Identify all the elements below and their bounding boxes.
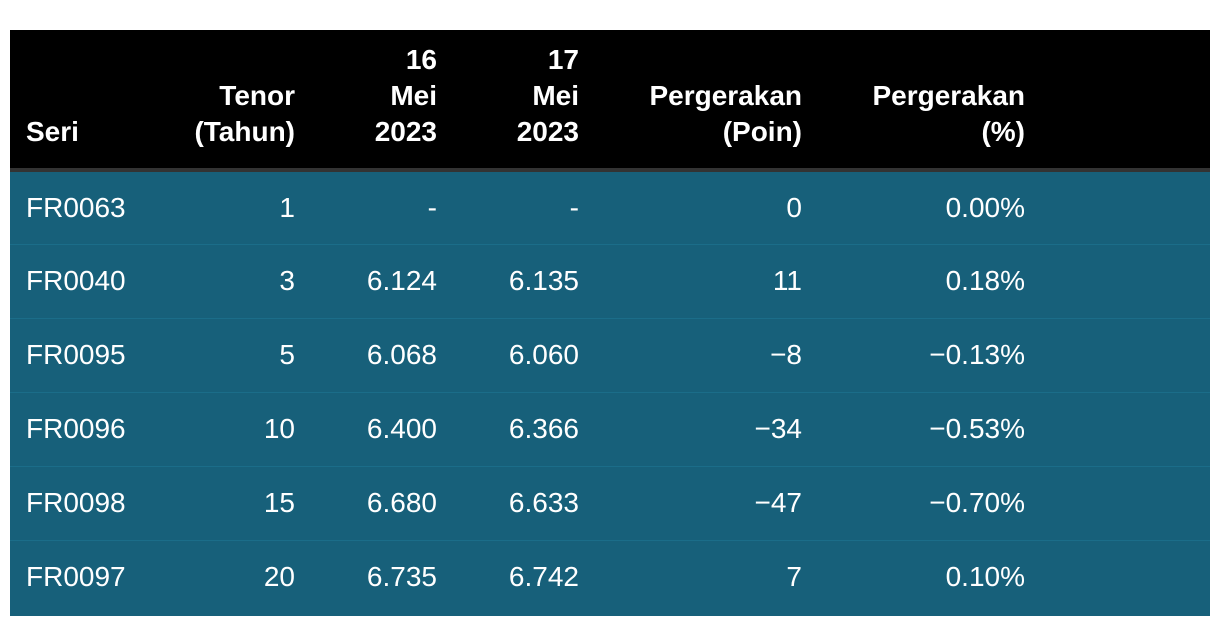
cell-pergerakan-poin: 11 [772,265,802,296]
cell-tenor: 10 [263,413,295,444]
cell-pergerakan-poin: −47 [754,487,803,518]
header-seri: Seri [26,116,79,147]
cell-pergerakan-persen: 0.18% [945,265,1025,296]
header-tenor: Tenor (Tahun) [194,80,295,147]
cell-17-mei: 6.633 [508,487,579,518]
cell-17-mei: 6.135 [508,265,579,296]
cell-pergerakan-persen: −0.70% [929,487,1025,518]
table-row: FR0096 10 6.400 6.366 −34 −0.53% [10,392,1210,466]
cell-tenor: 1 [279,191,295,223]
cell-tenor: 3 [279,265,295,296]
table-row: FR0097 20 6.735 6.742 7 0.10% [10,540,1210,614]
header-row: Seri Tenor (Tahun) 16 Mei 2023 17 Mei 20… [10,30,1210,170]
header-pergerakan-poin: Pergerakan (Poin) [649,80,802,147]
header-spacer [1025,30,1210,170]
cell-17-mei: 6.060 [508,339,579,370]
header-16-mei-2023: 16 Mei 2023 [374,44,437,147]
cell-16-mei: 6.068 [366,339,437,370]
cell-tenor: 20 [263,561,295,593]
cell-tenor: 5 [279,339,295,370]
cell-spacer [1025,540,1210,614]
cell-pergerakan-persen: 0.00% [945,191,1025,223]
cell-16-mei: 6.680 [366,487,437,518]
cell-pergerakan-persen: −0.53% [929,413,1025,444]
cell-seri: FR0063 [26,191,126,223]
cell-17-mei: - [569,191,579,223]
table-row: FR0098 15 6.680 6.633 −47 −0.70% [10,466,1210,540]
cell-16-mei: 6.124 [366,265,437,296]
cell-16-mei: 6.400 [366,413,437,444]
cell-seri: FR0096 [26,413,126,444]
cell-16-mei: - [427,191,437,223]
cell-seri: FR0095 [26,339,126,370]
cell-spacer [1025,318,1210,392]
cell-pergerakan-persen: 0.10% [945,561,1025,593]
cell-pergerakan-poin: 7 [786,561,802,593]
cell-pergerakan-poin: 0 [786,191,802,223]
cell-seri: FR0098 [26,487,126,518]
cell-spacer [1025,392,1210,466]
table-row: FR0040 3 6.124 6.135 11 0.18% [10,244,1210,318]
cell-spacer [1025,466,1210,540]
cell-spacer [1025,170,1210,244]
yield-table: Seri Tenor (Tahun) 16 Mei 2023 17 Mei 20… [10,30,1210,616]
cell-seri: FR0040 [26,265,126,296]
cell-pergerakan-persen: −0.13% [929,339,1025,370]
cell-seri: FR0097 [26,561,126,593]
table-header: Seri Tenor (Tahun) 16 Mei 2023 17 Mei 20… [10,30,1210,170]
cell-17-mei: 6.742 [508,561,579,593]
yield-table-grid: Seri Tenor (Tahun) 16 Mei 2023 17 Mei 20… [10,30,1210,614]
cell-pergerakan-poin: −8 [770,339,802,370]
header-17-mei-2023: 17 Mei 2023 [516,44,579,147]
table-body: FR0063 1 - - 0 0.00% FR0040 3 6.124 6.13… [10,170,1210,614]
cell-17-mei: 6.366 [508,413,579,444]
table-row: FR0063 1 - - 0 0.00% [10,170,1210,244]
cell-spacer [1025,244,1210,318]
cell-pergerakan-poin: −34 [754,413,803,444]
table-row: FR0095 5 6.068 6.060 −8 −0.13% [10,318,1210,392]
cell-16-mei: 6.735 [366,561,437,593]
cell-tenor: 15 [263,487,295,518]
header-pergerakan-persen: Pergerakan (%) [872,80,1025,147]
